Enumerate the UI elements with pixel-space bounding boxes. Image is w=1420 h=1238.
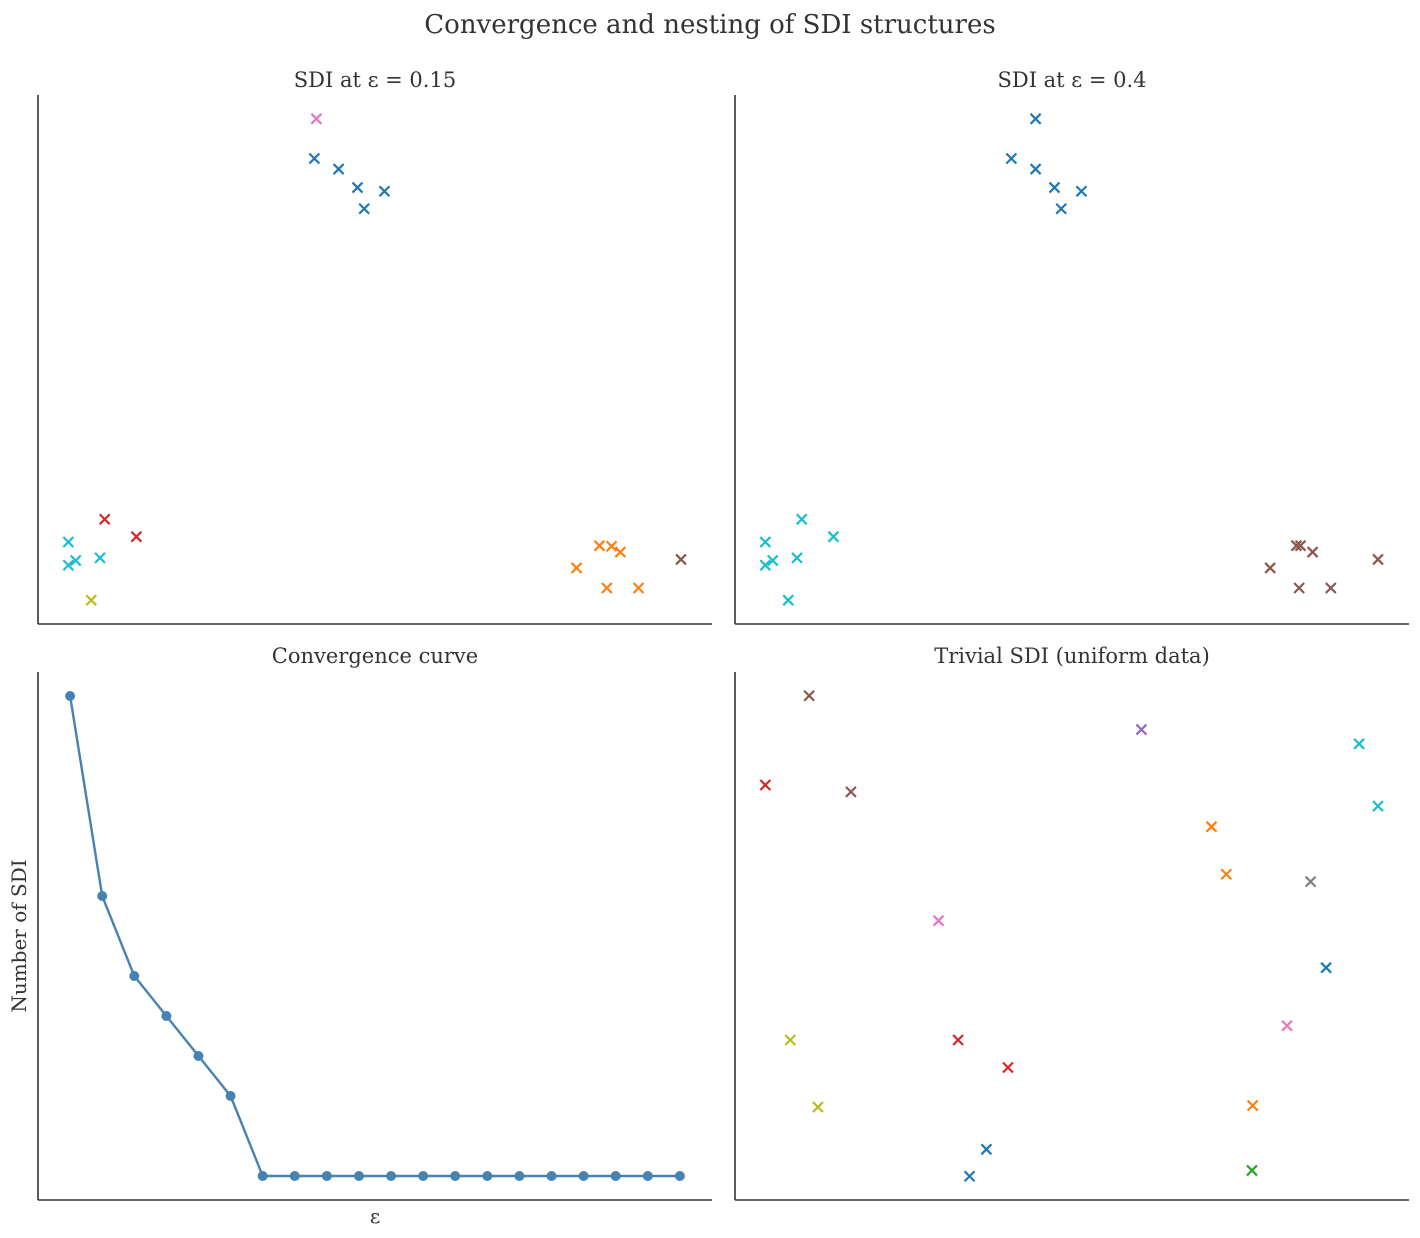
scatter-point-6 xyxy=(378,185,391,198)
scatter-point-12 xyxy=(1281,1019,1293,1032)
scatter-point-3 xyxy=(332,163,345,175)
scatter-point-2 xyxy=(759,779,772,791)
figure-suptitle: Convergence and nesting of SDI structure… xyxy=(424,10,995,40)
panel-sdi-eps-015: SDI at ε = 0.15 xyxy=(37,68,712,625)
scatter-point-13 xyxy=(784,1034,797,1046)
scatter-point-1 xyxy=(1029,113,1042,125)
scatter-points xyxy=(62,113,687,606)
scatter-point-5 xyxy=(358,202,370,215)
panel-title: Trivial SDI (uniform data) xyxy=(934,644,1210,668)
scatter-point-16 xyxy=(614,546,627,558)
scatter-point-6 xyxy=(1075,185,1088,198)
scatter-point-16 xyxy=(1306,546,1319,558)
panel-convergence-curve: Convergence curve ε Number of SDI xyxy=(7,644,712,1228)
scatter-point-13 xyxy=(782,594,795,606)
scatter-point-20 xyxy=(675,553,687,566)
x-axis-label: ε xyxy=(370,1204,380,1228)
panel-title: SDI at ε = 0.4 xyxy=(997,68,1146,92)
scatter-point-3 xyxy=(1029,163,1042,175)
line-point-3 xyxy=(129,971,140,981)
scatter-point-14 xyxy=(1290,539,1303,552)
scatter-points xyxy=(759,113,1384,606)
line-point-7 xyxy=(257,1171,268,1181)
scatter-point-8 xyxy=(1220,868,1233,881)
line-point-12 xyxy=(418,1171,429,1181)
line-point-20 xyxy=(674,1171,685,1181)
scatter-point-5 xyxy=(1055,202,1067,215)
scatter-point-6 xyxy=(1372,800,1384,812)
scatter-point-16 xyxy=(812,1101,824,1113)
scatter-point-19 xyxy=(963,1170,976,1183)
panel-title: SDI at ε = 0.15 xyxy=(294,68,456,92)
line-point-4 xyxy=(161,1011,172,1021)
line-point-5 xyxy=(193,1051,204,1061)
line-point-9 xyxy=(321,1171,332,1181)
scatter-point-18 xyxy=(1293,582,1305,594)
line-point-6 xyxy=(225,1091,236,1101)
scatter-point-10 xyxy=(766,554,779,567)
line-point-2 xyxy=(97,891,108,901)
scatter-point-12 xyxy=(791,552,803,564)
scatter-point-12 xyxy=(94,552,106,564)
scatter-point-13 xyxy=(85,594,98,606)
scatter-point-11 xyxy=(1320,961,1332,974)
scatter-point-19 xyxy=(632,582,645,594)
scatter-point-2 xyxy=(1005,152,1018,165)
scatter-point-7 xyxy=(795,513,808,526)
scatter-point-15 xyxy=(1002,1061,1014,1074)
scatter-point-3 xyxy=(845,786,857,798)
line-point-8 xyxy=(289,1171,300,1181)
line-point-17 xyxy=(578,1171,589,1181)
scatter-point-9 xyxy=(1304,875,1317,888)
scatter-point-4 xyxy=(351,181,364,194)
scatter-point-10 xyxy=(932,914,945,927)
line-series xyxy=(65,691,685,1181)
line-point-15 xyxy=(514,1171,525,1181)
scatter-point-4 xyxy=(1048,181,1061,194)
scatter-point-18 xyxy=(601,582,613,594)
scatter-point-14 xyxy=(952,1034,964,1046)
scatter-point-8 xyxy=(130,530,143,543)
scatter-point-4 xyxy=(1135,723,1148,736)
scatter-point-15 xyxy=(593,539,606,552)
scatter-point-14 xyxy=(605,540,618,553)
scatter-point-19 xyxy=(1325,582,1337,594)
scatter-point-9 xyxy=(759,536,772,548)
scatter-point-9 xyxy=(62,536,75,548)
scatter-point-17 xyxy=(570,562,583,574)
scatter-point-17 xyxy=(1246,1099,1259,1112)
panel-title: Convergence curve xyxy=(272,644,478,668)
line-point-11 xyxy=(386,1171,397,1181)
series-line-1 xyxy=(68,695,680,1178)
line-point-14 xyxy=(482,1171,493,1181)
panel-sdi-eps-04: SDI at ε = 0.4 xyxy=(734,68,1409,625)
line-point-18 xyxy=(610,1171,621,1181)
scatter-point-10 xyxy=(69,554,82,567)
scatter-point-2 xyxy=(308,152,321,165)
line-point-13 xyxy=(450,1171,461,1181)
scatter-point-1 xyxy=(803,689,815,702)
line-point-19 xyxy=(642,1171,653,1181)
panel-trivial-sdi: Trivial SDI (uniform data) xyxy=(734,644,1409,1201)
scatter-points xyxy=(759,689,1384,1183)
line-point-10 xyxy=(353,1171,364,1181)
scatter-point-20 xyxy=(1372,553,1384,566)
line-point-16 xyxy=(546,1171,557,1181)
scatter-point-8 xyxy=(827,530,840,543)
scatter-point-15 xyxy=(1294,539,1307,552)
scatter-point-17 xyxy=(1264,562,1276,574)
scatter-point-7 xyxy=(1205,820,1218,833)
scatter-point-18 xyxy=(980,1143,993,1156)
scatter-point-20 xyxy=(1246,1164,1258,1177)
scatter-point-5 xyxy=(1353,738,1365,750)
scatter-point-11 xyxy=(62,559,75,572)
line-point-1 xyxy=(65,691,76,701)
scatter-point-11 xyxy=(759,559,772,572)
y-axis-label: Number of SDI xyxy=(7,859,31,1012)
scatter-point-1 xyxy=(310,113,323,125)
scatter-point-7 xyxy=(98,513,111,526)
